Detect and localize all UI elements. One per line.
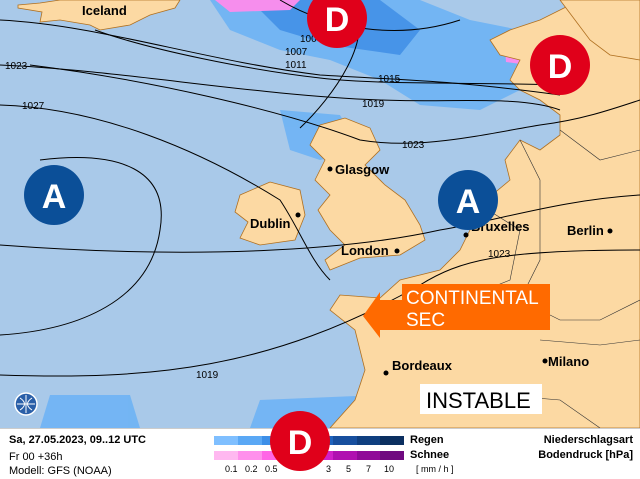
color-swatch (332, 436, 357, 445)
svg-text:100: 100 (300, 34, 317, 45)
color-swatch (214, 436, 238, 445)
scale-tick: 10 (384, 464, 395, 474)
model-name: Modell: GFS (NOAA) (9, 465, 112, 477)
forecast-run: Fr 00 +36h (9, 451, 63, 463)
color-swatch (261, 451, 286, 460)
svg-text:1027: 1027 (22, 101, 45, 112)
color-swatch (356, 436, 381, 445)
scandinavia (559, 0, 640, 61)
label-dublin: Dublin (250, 216, 290, 231)
svg-text:1019: 1019 (362, 99, 385, 110)
scale-tick: 5 (346, 464, 352, 474)
svg-text:1015: 1015 (378, 74, 401, 85)
unit-label: [ mm / h ] (416, 464, 454, 474)
globe-icon (14, 392, 38, 416)
snow-label: Schnee (410, 449, 450, 461)
pressure-centers: D D A A (24, 0, 590, 230)
color-swatch (356, 451, 381, 460)
color-swatch (380, 451, 404, 460)
color-swatch (214, 451, 238, 460)
svg-text:CONTINENTAL: CONTINENTAL (406, 288, 539, 309)
low-marker: D (548, 48, 573, 86)
high-marker: A (456, 183, 481, 221)
continental-sec-annotation: CONTINENTAL SEC (363, 284, 550, 338)
forecast-date: Sa, 27.05.2023, 09..12 UTC (9, 434, 146, 446)
scale-tick: 0.5 (265, 464, 278, 474)
legend-title-precip-type: Niederschlagsart (543, 434, 633, 446)
scale-tick: 7 (366, 464, 372, 474)
label-glasgow: Glasgow (335, 162, 390, 177)
color-swatch (237, 436, 262, 445)
label-bordeaux: Bordeaux (392, 358, 453, 373)
low-marker: D (270, 411, 330, 471)
label-berlin: Berlin (567, 223, 604, 238)
svg-text:SEC: SEC (406, 310, 445, 331)
weather-map: 100 1007 1011 1015 1019 1023 1027 1023 1… (0, 0, 640, 428)
scale-tick: 3 (326, 464, 332, 474)
ireland (234, 181, 306, 246)
svg-text:1007: 1007 (285, 47, 308, 58)
instable-annotation: INSTABLE (420, 384, 542, 414)
legend-title-pressure: Bodendruck [hPa] (538, 449, 633, 461)
low-marker: D (325, 1, 350, 39)
legend: Sa, 27.05.2023, 09..12 UTC Fr 00 +36h Mo… (0, 411, 640, 479)
svg-text:1023: 1023 (402, 140, 425, 151)
svg-text:1019: 1019 (196, 370, 219, 381)
scale-tick: 0.1 (225, 464, 238, 474)
color-swatch (380, 436, 404, 445)
color-swatch (237, 451, 262, 460)
color-swatch (332, 451, 357, 460)
svg-text:INSTABLE: INSTABLE (426, 388, 531, 413)
iceland (17, 0, 181, 31)
svg-text:1011: 1011 (285, 60, 307, 71)
scale-tick: 0.2 (245, 464, 258, 474)
svg-text:1023: 1023 (488, 249, 511, 260)
label-iceland: Iceland (82, 3, 127, 18)
label-milano: Milano (548, 354, 589, 369)
label-london: London (341, 243, 389, 258)
isobar-labels: 100 1007 1011 1015 1019 1023 1027 1023 1… (5, 34, 511, 381)
svg-text:1023: 1023 (5, 61, 28, 72)
svg-text:D: D (288, 424, 313, 462)
high-marker: A (42, 178, 67, 216)
great-britain (309, 117, 426, 271)
rain-label: Regen (410, 434, 444, 446)
